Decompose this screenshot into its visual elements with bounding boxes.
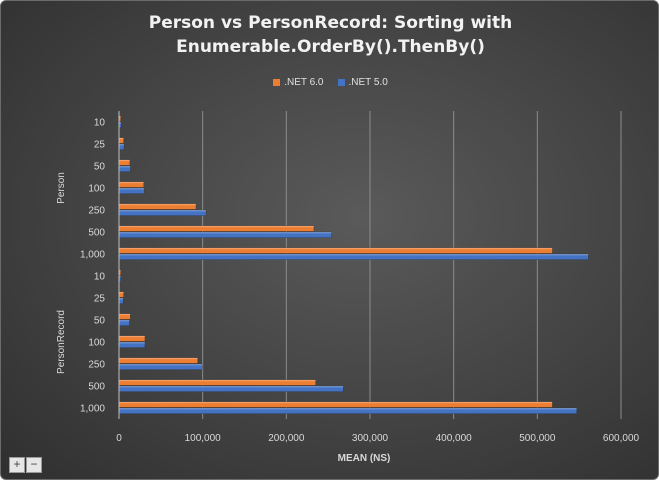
category-label: 1,000 [80,404,105,415]
zoom-out-button[interactable]: − [26,457,42,473]
x-axis-label: MEAN (NS) [338,453,391,464]
group-label: Person [56,172,67,204]
category-label: 250 [88,360,105,371]
x-tick-label: 400,000 [436,433,473,444]
category-label: 250 [88,206,105,217]
legend-item-net6: .NET 6.0 [273,77,324,88]
x-tick-label: 300,000 [352,433,389,444]
bar-highlight [119,137,124,140]
bar-highlight [119,225,314,228]
legend-label-net6: .NET 6.0 [284,77,324,88]
bar-highlight [119,203,196,206]
legend-swatch-net5 [337,79,345,86]
bar-highlight [119,254,589,256]
bar-highlight [119,298,124,300]
x-tick-label: 100,000 [185,433,222,444]
category-label: 1,000 [80,250,105,261]
bar-highlight [119,276,121,278]
bar-highlight [119,357,198,360]
category-label: 10 [94,272,106,283]
bar-highlight [119,269,121,272]
group-label: PersonRecord [56,310,67,374]
category-label: 10 [94,118,106,129]
category-label: 500 [88,228,105,239]
bar-highlight [119,401,553,404]
bar-highlight [119,320,130,322]
bar-highlight [119,232,332,234]
category-label: 50 [94,316,106,327]
chart-title: Person vs PersonRecord: Sorting with Enu… [1,11,658,59]
bar-highlight [119,181,144,184]
bar-highlight [119,122,122,124]
chart-title-line-2: Enumerable.OrderBy().ThenBy() [176,37,485,57]
bar-highlight [119,247,553,250]
legend-item-net5: .NET 5.0 [337,77,388,88]
chart-title-line-1: Person vs PersonRecord: Sorting with [148,13,513,33]
bar-highlight [119,386,344,388]
bar-highlight [119,144,125,146]
bar-highlight [119,115,121,118]
category-label: 25 [94,294,106,305]
legend-label-net5: .NET 5.0 [348,77,388,88]
bar-highlight [119,342,145,344]
bar-highlight [119,210,207,212]
zoom-in-button[interactable]: + [9,457,25,473]
zoom-controls: + − [9,457,42,473]
bar-highlight [119,408,577,410]
bar-highlight [119,313,131,316]
bar-highlight [119,335,145,338]
category-label: 100 [88,184,105,195]
x-tick-label: 0 [116,433,122,444]
legend-swatch-net6 [273,79,281,86]
x-tick-label: 600,000 [603,433,640,444]
bar-highlight [119,364,203,366]
category-label: 500 [88,382,105,393]
x-tick-label: 500,000 [519,433,556,444]
category-label: 100 [88,338,105,349]
category-label: 50 [94,162,106,173]
bar-highlight [119,166,131,168]
bar-highlight [119,159,130,162]
x-tick-label: 200,000 [268,433,305,444]
bar-highlight [119,291,124,294]
bar-highlight [119,379,316,382]
bar-highlight [119,188,145,190]
legend: .NET 6.0 .NET 5.0 [1,77,658,88]
category-label: 25 [94,140,106,151]
